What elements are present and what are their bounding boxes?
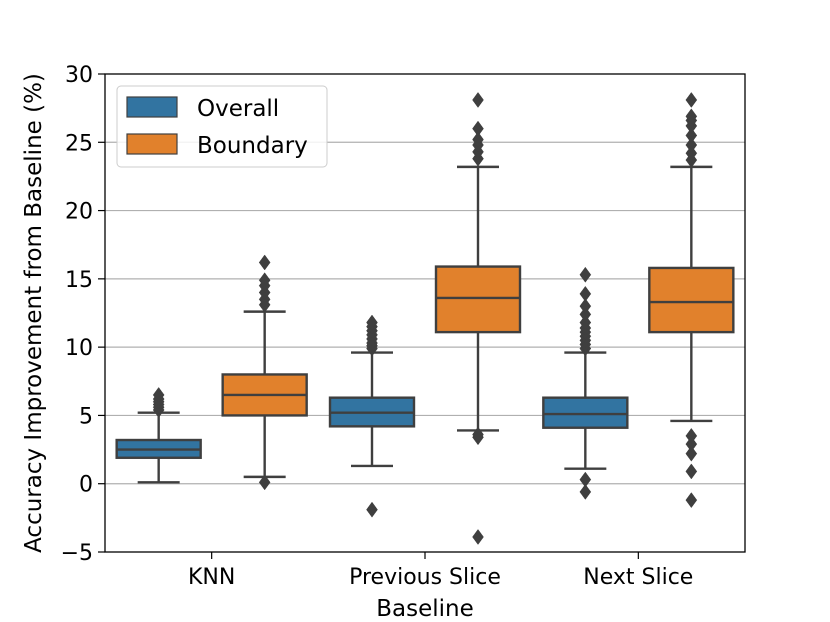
legend-label-boundary: Boundary	[197, 133, 308, 159]
box-plots	[115, 92, 735, 545]
box-overall	[115, 387, 202, 484]
outlier-point	[472, 92, 484, 108]
outlier-point	[152, 387, 165, 403]
outlier-point	[579, 483, 592, 500]
outlier-point	[258, 272, 271, 289]
outlier-point	[685, 108, 698, 125]
outlier-point	[472, 131, 484, 148]
y-tick-label: 20	[65, 200, 93, 225]
outlier-point	[685, 137, 698, 153]
outlier-point	[579, 266, 592, 283]
outlier-point	[685, 492, 698, 509]
y-tick-label: 25	[65, 131, 93, 156]
outlier-point	[579, 285, 592, 302]
outlier-point	[685, 127, 698, 144]
box-overall	[328, 314, 416, 518]
y-axis-title: Accuracy Improvement from Baseline (%)	[21, 73, 47, 553]
legend-swatch-overall	[126, 96, 178, 118]
y-axis-ticks: −5 0 5 10 15 20 25 30	[61, 63, 105, 566]
outlier-point	[258, 254, 271, 271]
outlier-point	[472, 120, 484, 137]
x-tick-label: Next Slice	[583, 565, 693, 590]
box-boundary	[221, 254, 308, 491]
outlier-point	[685, 463, 698, 480]
iqr-box	[542, 396, 629, 429]
outlier-point	[685, 92, 698, 108]
y-tick-label: 15	[65, 268, 93, 293]
legend-swatch-boundary	[126, 133, 178, 155]
y-tick-label: 5	[79, 404, 93, 429]
outlier-point	[472, 426, 484, 443]
iqr-box	[434, 265, 522, 334]
y-tick-label: 0	[79, 473, 93, 498]
y-tick-label: −5	[61, 541, 93, 566]
x-axis-title: Baseline	[376, 596, 474, 622]
y-tick-label: 30	[65, 63, 93, 88]
outlier-point	[472, 529, 484, 545]
iqr-box	[648, 266, 735, 334]
x-tick-label: KNN	[188, 565, 235, 590]
legend-label-overall: Overall	[197, 96, 279, 122]
outlier-point	[366, 314, 378, 331]
outlier-point	[366, 501, 378, 518]
outlier-point	[579, 471, 592, 488]
x-axis-ticks: KNN Previous Slice Next Slice	[188, 552, 693, 590]
box-overall	[542, 266, 629, 500]
legend: Overall Boundary	[116, 85, 328, 168]
outlier-point	[685, 145, 698, 162]
box-boundary	[434, 92, 522, 545]
outlier-point	[579, 306, 592, 323]
outlier-point	[579, 314, 592, 331]
y-tick-label: 10	[65, 336, 93, 361]
x-tick-label: Previous Slice	[349, 565, 501, 590]
outlier-point	[685, 427, 698, 444]
outlier-point	[685, 436, 698, 453]
outlier-point	[258, 474, 271, 491]
outlier-point	[685, 445, 698, 462]
box-boundary	[648, 92, 735, 509]
outlier-point	[579, 298, 592, 315]
